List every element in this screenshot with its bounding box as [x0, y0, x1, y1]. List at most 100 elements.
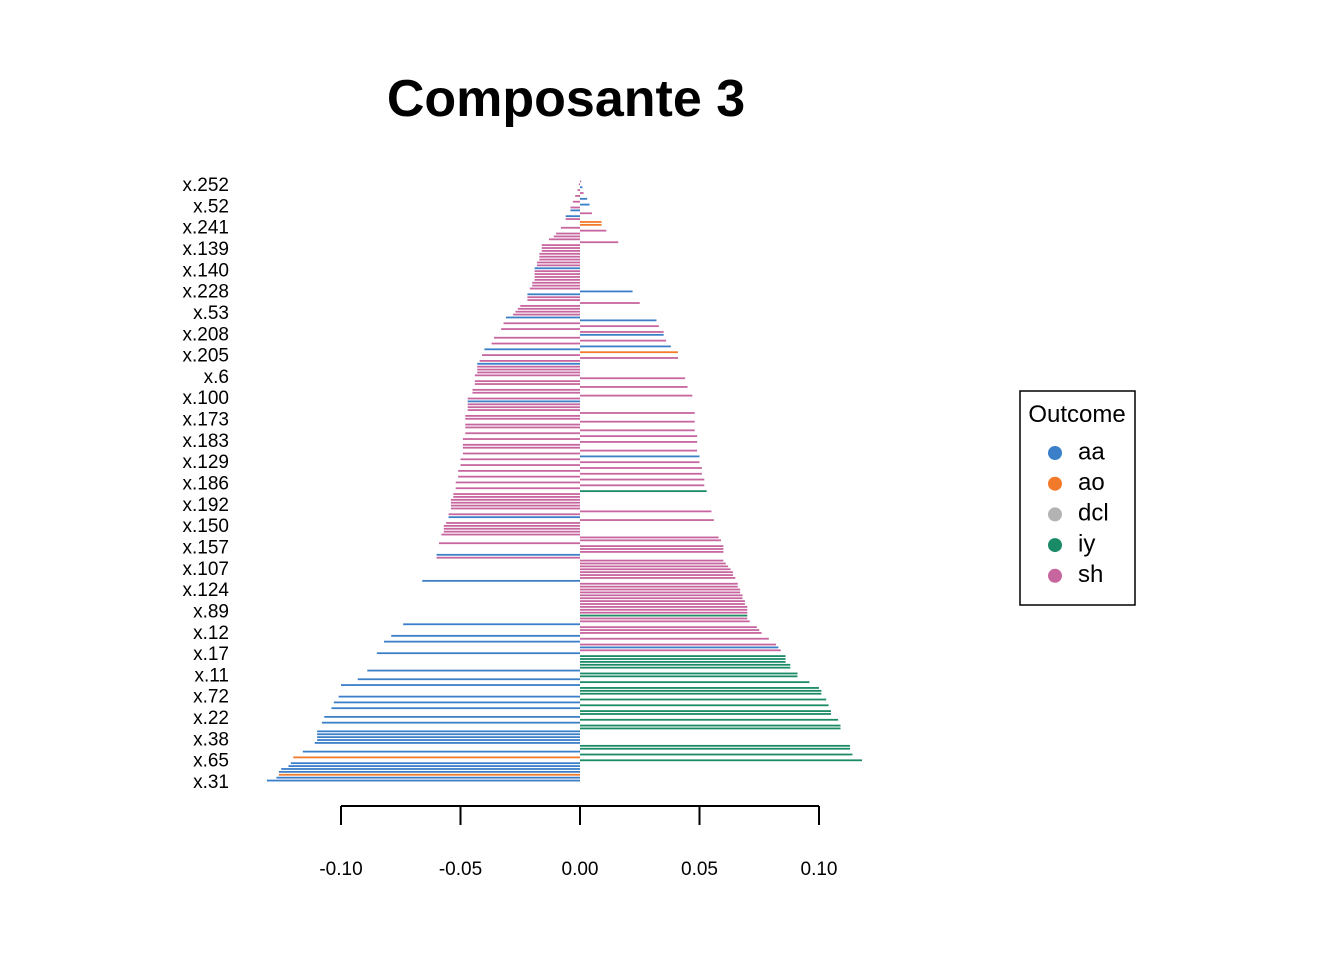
- legend-marker-ao: [1048, 476, 1062, 491]
- bar-sh: [580, 611, 748, 614]
- bar-sh: [580, 449, 698, 452]
- bar-sh: [474, 374, 580, 377]
- bar-sh: [580, 585, 738, 588]
- bar-sh: [534, 276, 580, 278]
- bar-sh: [580, 429, 695, 432]
- bar-sh: [536, 264, 580, 267]
- bar-iy: [580, 704, 829, 707]
- bar-sh: [467, 406, 580, 409]
- bar-aa: [580, 345, 671, 348]
- bar-sh: [443, 527, 580, 530]
- bar-sh: [450, 501, 580, 504]
- y-tick-label: x.192: [183, 495, 229, 516]
- bar-sh: [580, 180, 582, 183]
- bar-sh: [458, 475, 580, 478]
- legend-label-ao: ao: [1078, 469, 1105, 496]
- bar-aa: [565, 215, 580, 218]
- legend: Outcome aa ao dcl iy sh: [1019, 390, 1136, 606]
- bar-aa: [317, 739, 580, 741]
- bar-iy: [580, 698, 827, 701]
- y-tick-label: x.12: [193, 623, 229, 644]
- bar-sh: [467, 397, 580, 400]
- bar-sh: [580, 339, 667, 342]
- bar-sh: [580, 629, 760, 631]
- bar-sh: [527, 299, 580, 301]
- y-tick-label: x.228: [183, 282, 229, 303]
- bar-sh: [532, 284, 580, 287]
- bar-sh: [580, 539, 722, 542]
- bar-sh: [580, 420, 695, 423]
- bar-aa: [580, 203, 590, 206]
- bar-sh: [513, 313, 580, 316]
- bar-aa: [302, 750, 580, 753]
- bar-aa: [448, 516, 580, 519]
- bar-aa: [317, 736, 580, 739]
- bar-sh: [443, 530, 580, 533]
- bar-sh: [580, 331, 664, 333]
- bar-sh: [580, 637, 769, 640]
- bar-sh: [520, 305, 580, 307]
- bar-sh: [448, 513, 580, 516]
- x-tick-label: -0.10: [319, 859, 362, 880]
- bar-iy: [580, 687, 819, 689]
- bar-sh: [450, 507, 580, 510]
- y-tick-label: x.140: [183, 260, 229, 281]
- bar-sh: [580, 597, 743, 600]
- bar-sh: [534, 273, 580, 275]
- bar-sh: [580, 649, 781, 652]
- bar-sh: [474, 383, 580, 385]
- bar-sh: [580, 574, 733, 576]
- bar-aa: [317, 730, 580, 733]
- bar-sh: [482, 354, 580, 356]
- bar-sh: [465, 432, 580, 435]
- bar-iy: [580, 710, 831, 712]
- bar-aa: [333, 701, 580, 704]
- y-tick-label: x.186: [183, 474, 229, 495]
- bar-sh: [529, 287, 580, 290]
- bar-iy: [580, 675, 798, 678]
- bar-aa: [367, 669, 580, 672]
- bar-iy: [580, 724, 841, 727]
- bar-iy: [580, 658, 786, 660]
- bar-sh: [560, 226, 580, 229]
- bar-sh: [572, 200, 580, 203]
- bar-sh: [455, 481, 580, 484]
- bar-sh: [580, 588, 741, 591]
- legend-box: [1019, 390, 1136, 606]
- bar-aa: [580, 319, 657, 322]
- bar-iy: [580, 663, 791, 666]
- bar-sh: [453, 496, 580, 498]
- bar-aa: [281, 768, 580, 770]
- bar-sh: [446, 522, 580, 524]
- bar-iy: [580, 490, 707, 493]
- bar-iy: [580, 666, 791, 669]
- bar-sh: [541, 250, 580, 252]
- bar-sh: [477, 371, 580, 374]
- bar-sh: [460, 458, 580, 461]
- bar-sh: [580, 441, 698, 443]
- bar-sh: [536, 261, 580, 264]
- bar-sh: [534, 270, 580, 273]
- bar-sh: [541, 247, 580, 249]
- bar-iy: [580, 744, 851, 747]
- bar-aa: [288, 765, 580, 767]
- bar-ao: [580, 221, 602, 223]
- bar-aa: [570, 209, 580, 212]
- bar-aa: [384, 640, 580, 643]
- bar-sh: [450, 498, 580, 501]
- bar-sh: [580, 594, 743, 597]
- bar-sh: [580, 548, 724, 550]
- bar-iy: [580, 692, 822, 695]
- bar-sh: [462, 452, 580, 455]
- y-tick-label: x.53: [193, 303, 229, 324]
- bar-sh: [580, 192, 584, 194]
- legend-label-dcl: dcl: [1078, 500, 1109, 527]
- bar-ao: [580, 351, 678, 354]
- bars-group: [266, 180, 863, 782]
- bar-sh: [580, 412, 695, 414]
- bar-iy: [580, 672, 798, 675]
- bar-sh: [465, 414, 580, 417]
- bar-aa: [527, 293, 580, 296]
- y-tick-label: x.252: [183, 175, 229, 196]
- bar-aa: [321, 721, 580, 724]
